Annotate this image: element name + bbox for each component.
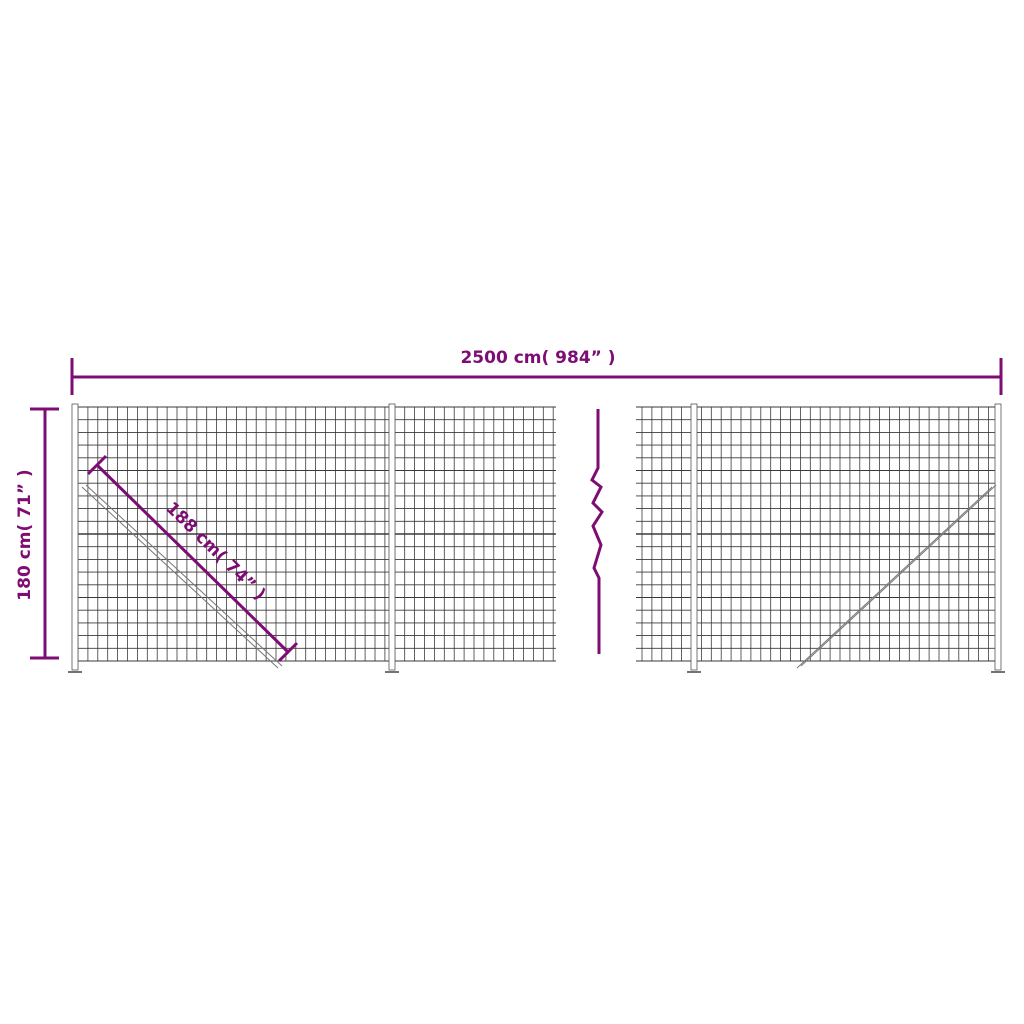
fence-panel-left [72,406,556,662]
fence-posts [68,403,1005,673]
diagonal-braces [81,484,997,669]
height-dimension-line [30,407,59,660]
dimension-lines [30,358,1003,663]
diagonal-dimension-line [86,454,299,663]
brace-edge [796,486,993,669]
brace-edge [81,486,279,669]
length-dimension-line [70,358,1003,395]
brace-edge [85,484,283,667]
diagonal-label: 188 cm( 74” ) [162,498,270,604]
break-symbol [590,409,604,654]
fence-post [690,403,698,671]
brace-edge [800,484,997,667]
fence-post [994,403,1002,671]
height-label: 180 cm( 71” ) [15,469,35,600]
length-label: 2500 cm( 984” ) [460,348,615,368]
fence-post [71,403,79,671]
fence-post [388,403,396,671]
